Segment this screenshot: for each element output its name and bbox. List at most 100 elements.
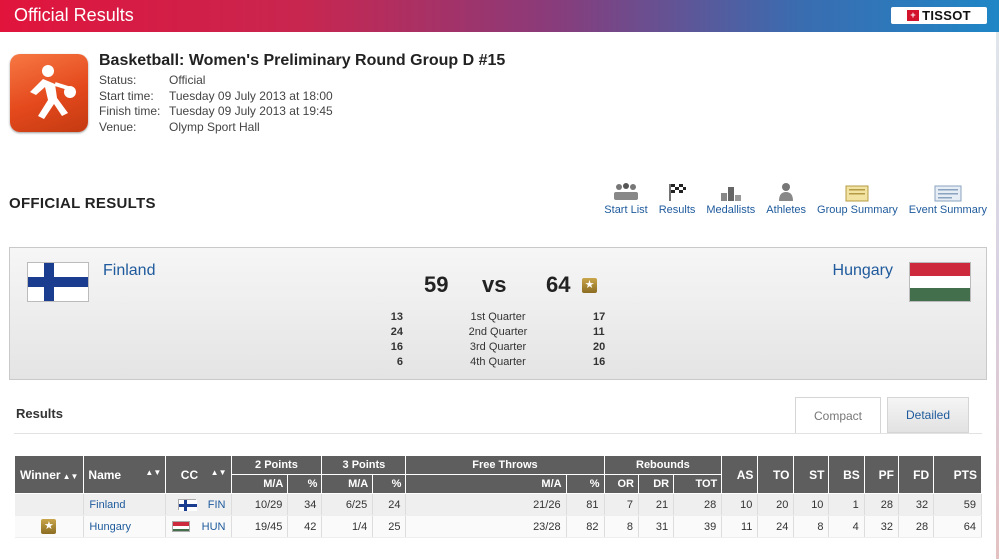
- quarter-scores: 13 1st Quarter 17 24 2nd Quarter 11 16 3rd Qu…: [370, 311, 633, 371]
- hungary-flag-icon: [171, 521, 190, 533]
- finland-flag-icon: [27, 262, 89, 302]
- brand-label: TISSOT: [922, 8, 971, 23]
- document-icon: [934, 180, 962, 202]
- quarter-name: 1st Quarter: [470, 311, 526, 323]
- results-table: Winner ▲▼ Name ▲▼ CC ▲▼ 2 Points 3 Points F…: [13, 455, 982, 538]
- quarter-row: 6 4th Quarter 16: [370, 356, 633, 371]
- team-name-link[interactable]: Hungary: [83, 515, 167, 538]
- three-pct-cell: 25: [372, 515, 407, 538]
- as-cell: 10: [721, 493, 759, 516]
- quarter-row: 13 1st Quarter 17: [370, 311, 633, 326]
- quarter-row: 16 3rd Quarter 20: [370, 341, 633, 356]
- fd-cell: 28: [898, 515, 935, 538]
- start-time-key: Start time:: [99, 88, 154, 103]
- section-title: OFFICIAL RESULTS: [9, 195, 156, 212]
- venue-value: Olymp Sport Hall: [169, 119, 260, 134]
- quarter-score-left: 13: [390, 311, 403, 323]
- col-name-label: Name: [88, 467, 122, 482]
- nav-start-list-label: Start List: [604, 204, 648, 216]
- pts-cell: 64: [933, 515, 982, 538]
- col-fd-header: FD: [897, 455, 935, 494]
- col-as-header: AS: [721, 455, 759, 494]
- col-cc-header[interactable]: CC ▲▼: [165, 455, 232, 494]
- col-st-header: ST: [793, 455, 830, 494]
- results-heading: Results: [16, 406, 63, 421]
- tab-compact[interactable]: Compact: [795, 397, 881, 434]
- sort-icon: ▲▼: [145, 467, 162, 477]
- tissot-logo[interactable]: + TISSOT: [891, 7, 987, 24]
- athlete-icon: [777, 180, 795, 202]
- podium-icon: [720, 180, 742, 202]
- col-tot-header: TOT: [673, 474, 723, 494]
- ft-pct-cell: 82: [566, 515, 605, 538]
- tot-cell: 28: [673, 493, 723, 516]
- to-cell: 24: [757, 515, 795, 538]
- col-3points-header: 3 Points: [321, 455, 407, 475]
- bs-cell: 4: [828, 515, 865, 538]
- three-pct-cell: 24: [372, 493, 407, 516]
- col-3p-ma-header: M/A: [321, 474, 374, 494]
- start-list-icon: [611, 180, 641, 202]
- nav-start-list[interactable]: Start List: [604, 180, 648, 216]
- dr-cell: 31: [638, 515, 675, 538]
- sort-icon: ▲▼: [62, 471, 79, 481]
- bs-cell: 1: [828, 493, 865, 516]
- quarter-score-left: 16: [390, 341, 403, 353]
- finland-flag-icon: [177, 499, 197, 512]
- nav-medallists[interactable]: Medallists: [706, 180, 755, 216]
- tissot-cross-icon: +: [907, 10, 920, 21]
- three-ma-cell: 1/4: [321, 515, 374, 538]
- three-ma-cell: 6/25: [321, 493, 374, 516]
- finish-time-value: Tuesday 09 July 2013 at 19:45: [169, 104, 333, 118]
- quarter-row: 24 2nd Quarter 11: [370, 326, 633, 341]
- tab-divider: [14, 433, 982, 434]
- checkered-flag-icon: [666, 180, 688, 202]
- event-details: Status: Official Start time: Tuesday 09 Ju…: [99, 73, 333, 135]
- or-cell: 8: [604, 515, 639, 538]
- col-or-header: OR: [603, 474, 639, 494]
- col-freethrows-header: Free Throws: [405, 455, 605, 475]
- two-pct-cell: 34: [287, 493, 323, 516]
- score-hungary: 64: [546, 272, 571, 297]
- scoreboard: Finland 59 vs 64 ★ Hungary 13 1st Quarter…: [9, 247, 987, 380]
- quarter-score-right: 17: [593, 311, 606, 323]
- nav-results[interactable]: Results: [659, 180, 695, 216]
- team-finland-link[interactable]: Finland: [103, 262, 156, 279]
- basketball-sport-icon: [10, 54, 88, 132]
- col-ft-ma-header: M/A: [405, 474, 567, 494]
- hungary-flag-icon: [909, 262, 971, 302]
- st-cell: 8: [793, 515, 830, 538]
- score-finland: 59: [424, 272, 449, 297]
- country-code: FIN: [207, 498, 226, 511]
- nav-event-summary-label: Event Summary: [908, 204, 987, 216]
- country-code-cell[interactable]: HUN: [165, 515, 232, 538]
- table-row: Finland FIN 10/29 34 6/25 24 21/26 81 7 …: [14, 493, 982, 516]
- quarter-score-left: 24: [390, 326, 403, 338]
- or-cell: 7: [604, 493, 639, 516]
- col-3p-pct-header: %: [372, 474, 407, 494]
- col-winner-header[interactable]: Winner ▲▼: [13, 455, 85, 494]
- team-hungary-link[interactable]: Hungary: [832, 262, 893, 279]
- quarter-score-right: 20: [593, 341, 606, 353]
- sort-icon: ▲▼: [210, 467, 227, 477]
- nav-group-summary[interactable]: Group Summary: [817, 180, 898, 216]
- ft-ma-cell: 23/28: [405, 515, 567, 538]
- col-rebounds-header: Rebounds: [603, 455, 723, 475]
- venue-key: Venue:: [99, 119, 137, 134]
- nav-group-summary-label: Group Summary: [817, 204, 898, 216]
- country-code-cell[interactable]: FIN: [165, 493, 232, 516]
- nav-athletes[interactable]: Athletes: [766, 180, 806, 216]
- as-cell: 11: [721, 515, 759, 538]
- nav-event-summary[interactable]: Event Summary: [909, 180, 987, 216]
- tab-detailed[interactable]: Detailed: [887, 397, 969, 433]
- start-time-value: Tuesday 09 July 2013 at 18:00: [169, 88, 333, 103]
- pf-cell: 32: [864, 515, 899, 538]
- results-nav: Start List Results Medallists Athletes G…: [604, 180, 987, 216]
- ft-pct-cell: 81: [566, 493, 605, 516]
- team-name-link[interactable]: Finland: [83, 493, 167, 516]
- winner-cell: [14, 493, 85, 516]
- finish-time-key: Finish time:: [99, 104, 161, 118]
- col-name-header[interactable]: Name ▲▼: [83, 455, 167, 494]
- st-cell: 10: [793, 493, 830, 516]
- quarter-score-left: 6: [396, 356, 403, 368]
